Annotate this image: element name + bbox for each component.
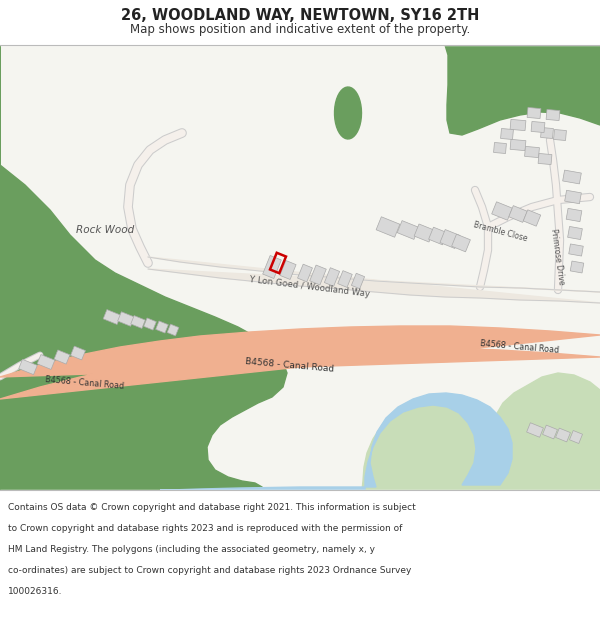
Polygon shape (0, 326, 600, 399)
Polygon shape (335, 87, 361, 139)
Polygon shape (491, 202, 512, 220)
Polygon shape (118, 312, 134, 326)
Text: Y Lon Goed / Woodland Way: Y Lon Goed / Woodland Way (250, 275, 371, 299)
Polygon shape (0, 45, 287, 490)
Polygon shape (527, 107, 541, 119)
Polygon shape (523, 210, 541, 226)
Polygon shape (362, 399, 492, 490)
Text: B4568 - Canal Road: B4568 - Canal Road (45, 375, 125, 391)
Polygon shape (54, 350, 70, 364)
Polygon shape (103, 309, 121, 324)
Polygon shape (546, 109, 560, 121)
Polygon shape (298, 264, 313, 282)
Polygon shape (524, 146, 539, 158)
Polygon shape (556, 428, 571, 442)
Polygon shape (397, 221, 419, 239)
Bar (0, 0, 600, 45)
Polygon shape (541, 127, 553, 139)
Polygon shape (554, 129, 566, 141)
Text: Primrose Drive: Primrose Drive (548, 228, 565, 286)
Polygon shape (445, 45, 600, 135)
Polygon shape (500, 129, 514, 139)
Text: HM Land Registry. The polygons (including the associated geometry, namely x, y: HM Land Registry. The polygons (includin… (8, 545, 375, 554)
Polygon shape (37, 354, 55, 369)
Polygon shape (131, 316, 145, 328)
Text: Map shows position and indicative extent of the property.: Map shows position and indicative extent… (130, 22, 470, 36)
Polygon shape (310, 265, 326, 285)
Polygon shape (510, 119, 526, 131)
Polygon shape (71, 346, 85, 360)
Polygon shape (263, 256, 281, 279)
Polygon shape (531, 121, 545, 132)
Polygon shape (376, 217, 400, 238)
Polygon shape (155, 321, 169, 333)
Bar (0, 45, 600, 490)
Text: 100026316.: 100026316. (8, 587, 62, 596)
Polygon shape (569, 431, 583, 444)
Polygon shape (568, 226, 583, 239)
Polygon shape (542, 425, 557, 439)
Polygon shape (566, 208, 582, 222)
Text: B4568 - Canal Road: B4568 - Canal Road (480, 339, 560, 355)
Text: 26, WOODLAND WAY, NEWTOWN, SY16 2TH: 26, WOODLAND WAY, NEWTOWN, SY16 2TH (121, 8, 479, 22)
Polygon shape (569, 244, 583, 256)
Text: B4568 - Canal Road: B4568 - Canal Road (245, 357, 335, 373)
Polygon shape (494, 142, 506, 154)
Polygon shape (338, 271, 352, 288)
Polygon shape (488, 373, 600, 490)
Polygon shape (509, 206, 527, 222)
Text: to Crown copyright and database rights 2023 and is reproduced with the permissio: to Crown copyright and database rights 2… (8, 524, 403, 533)
Polygon shape (19, 359, 37, 374)
Text: Contains OS data © Crown copyright and database right 2021. This information is : Contains OS data © Crown copyright and d… (8, 503, 416, 512)
Polygon shape (538, 154, 552, 164)
Polygon shape (527, 422, 544, 437)
Polygon shape (565, 190, 581, 204)
Polygon shape (167, 324, 179, 336)
Text: Rock Wood: Rock Wood (76, 225, 134, 235)
Polygon shape (325, 268, 340, 286)
Polygon shape (452, 234, 470, 252)
Polygon shape (160, 393, 512, 490)
Polygon shape (570, 261, 584, 273)
Polygon shape (563, 170, 581, 184)
Polygon shape (428, 227, 448, 245)
Polygon shape (280, 261, 296, 279)
Bar (0, 490, 600, 625)
Polygon shape (414, 224, 434, 242)
Polygon shape (510, 139, 526, 151)
Polygon shape (148, 257, 600, 303)
Polygon shape (143, 318, 157, 330)
Text: co-ordinates) are subject to Crown copyright and database rights 2023 Ordnance S: co-ordinates) are subject to Crown copyr… (8, 566, 412, 575)
Text: Bramble Close: Bramble Close (472, 221, 528, 244)
Polygon shape (440, 229, 460, 249)
Polygon shape (352, 273, 365, 289)
